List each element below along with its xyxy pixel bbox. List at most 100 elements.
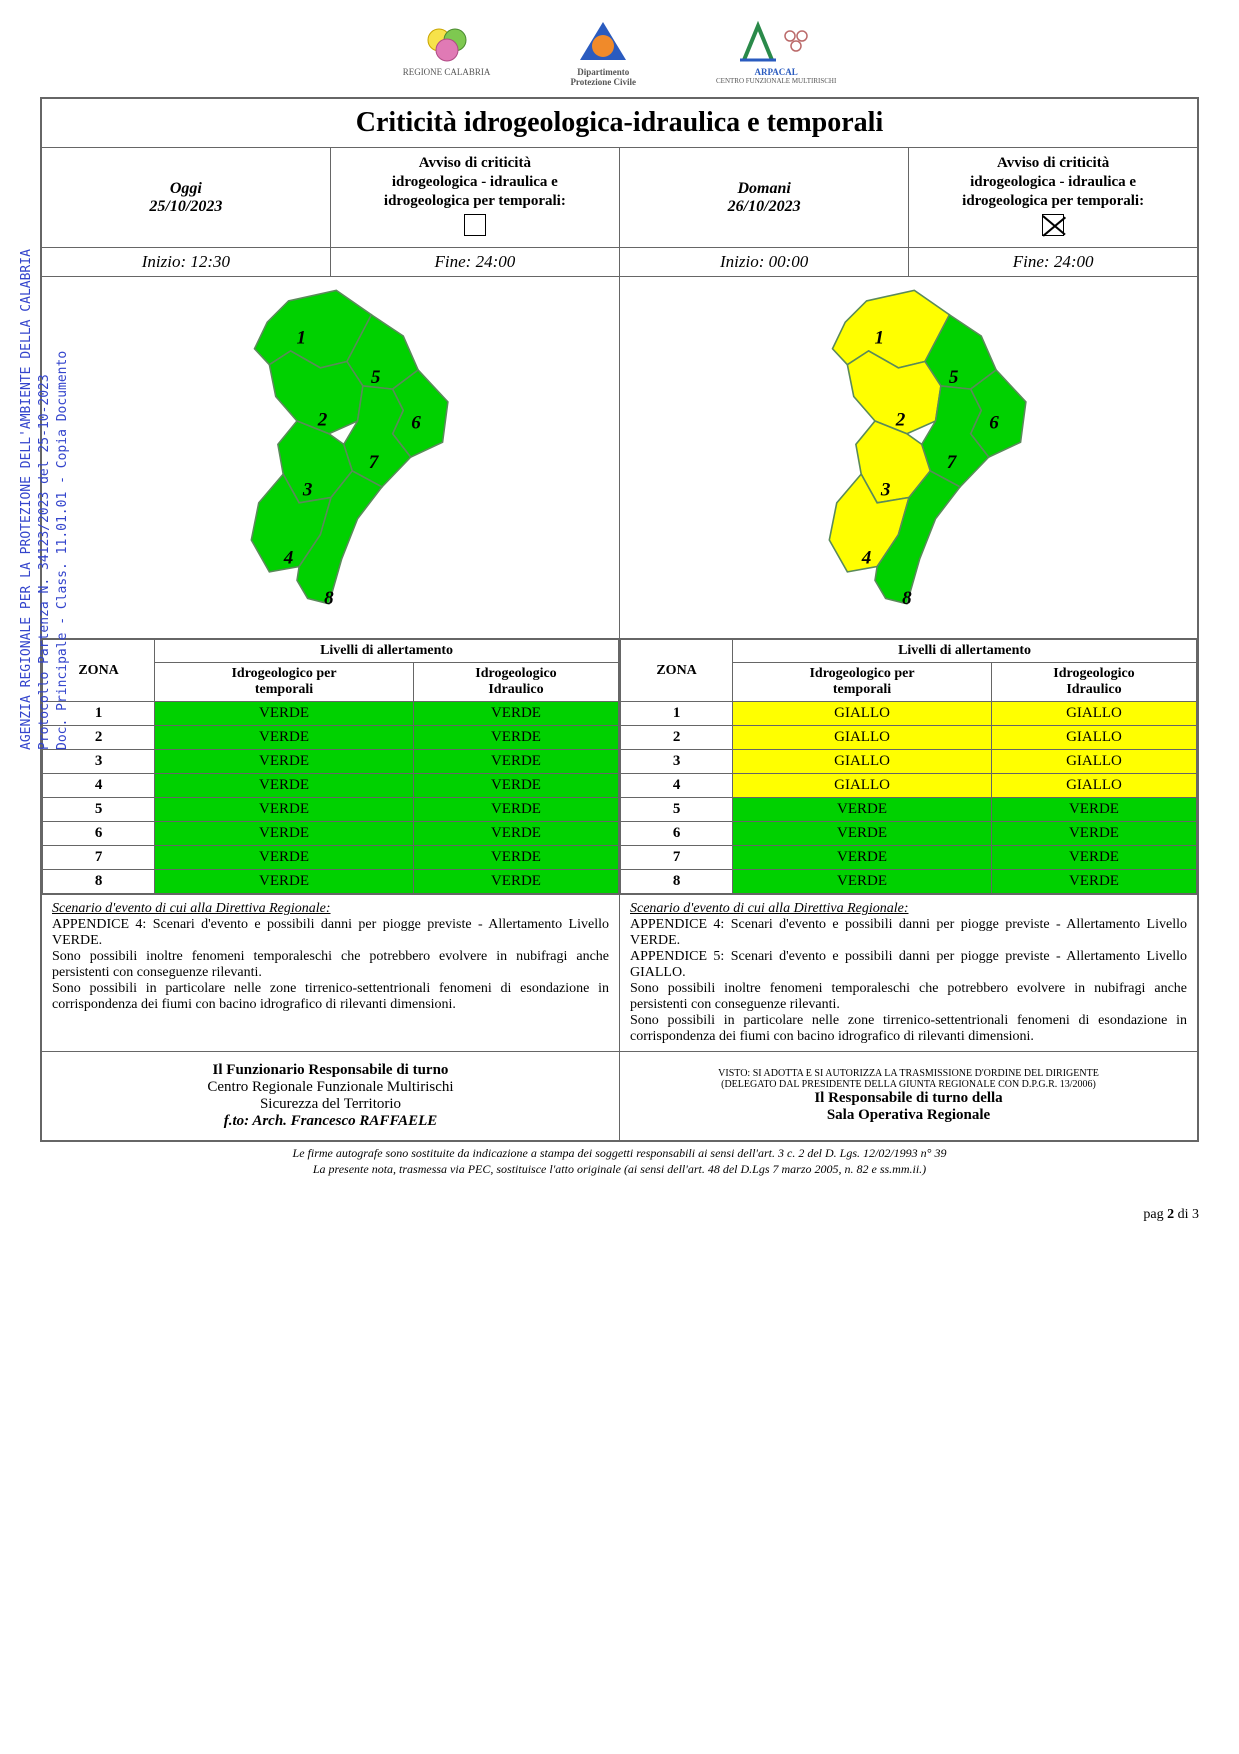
- map-today: 15267348: [146, 285, 516, 625]
- col-idro-temporali: Idrogeologico per temporali: [733, 663, 992, 702]
- table-row: 7VERDEVERDE: [621, 846, 1197, 870]
- zone-cell: 4: [621, 774, 733, 798]
- footnote-l1: Le firme autografe sono sostituite da in…: [40, 1146, 1199, 1162]
- table-row: 5VERDEVERDE: [621, 798, 1197, 822]
- logo-protezione-civile: Dipartimento Protezione Civile: [570, 20, 636, 87]
- table-row: 1GIALLOGIALLO: [621, 702, 1197, 726]
- level-cell: VERDE: [733, 870, 992, 894]
- scenario-tomorrow: Scenario d'evento di cui alla Direttiva …: [620, 895, 1199, 1052]
- signature-right: VISTO: SI ADOTTA E SI AUTORIZZA LA TRASM…: [620, 1052, 1199, 1142]
- map-zone-label-6: 6: [411, 413, 421, 434]
- sign-left-l2: Centro Regionale Funzionale Multirischi: [50, 1079, 611, 1096]
- level-cell: GIALLO: [991, 726, 1196, 750]
- map-zone-label-3: 3: [301, 480, 312, 501]
- tomorrow-label: Domani: [628, 180, 900, 198]
- logo-pc-caption-1: Dipartimento: [570, 67, 636, 77]
- table-row: 3GIALLOGIALLO: [621, 750, 1197, 774]
- map-zone-label-2: 2: [316, 410, 327, 431]
- table-row: 4VERDEVERDE: [43, 774, 619, 798]
- table-row: 8VERDEVERDE: [43, 870, 619, 894]
- page-prefix: pag: [1143, 1207, 1167, 1222]
- level-cell: GIALLO: [733, 774, 992, 798]
- map-zone-label-4: 4: [860, 548, 871, 569]
- zone-cell: 4: [43, 774, 155, 798]
- zone-cell: 8: [43, 870, 155, 894]
- level-cell: VERDE: [155, 750, 414, 774]
- table-row: 7VERDEVERDE: [43, 846, 619, 870]
- today-avviso-title: Avviso di criticità idrogeologica - idra…: [339, 154, 611, 210]
- level-cell: VERDE: [155, 870, 414, 894]
- level-cell: VERDE: [991, 870, 1196, 894]
- today-label: Oggi: [50, 180, 322, 198]
- level-cell: GIALLO: [991, 702, 1196, 726]
- tomorrow-inizio: Inizio: 00:00: [620, 248, 909, 277]
- level-cell: GIALLO: [991, 774, 1196, 798]
- map-zone-label-6: 6: [989, 413, 999, 434]
- map-zone-label-2: 2: [894, 410, 905, 431]
- sign-right-visto: VISTO: SI ADOTTA E SI AUTORIZZA LA TRASM…: [628, 1068, 1189, 1090]
- level-cell: GIALLO: [991, 750, 1196, 774]
- map-zone-label-1: 1: [874, 328, 884, 349]
- alert-table-today: ZONA Livelli di allertamento Idrogeologi…: [42, 639, 619, 894]
- map-zone-label-8: 8: [902, 588, 912, 609]
- level-cell: GIALLO: [733, 726, 992, 750]
- footnote-l2: La presente nota, trasmessa via PEC, sos…: [40, 1162, 1199, 1178]
- scenario-today: Scenario d'evento di cui alla Direttiva …: [41, 895, 620, 1052]
- page-number: pag 2 di 3: [40, 1207, 1199, 1223]
- level-cell: VERDE: [733, 798, 992, 822]
- col-idro-idraulico: Idrogeologico Idraulico: [991, 663, 1196, 702]
- scenario-title: Scenario d'evento di cui alla Direttiva …: [630, 901, 909, 916]
- level-cell: VERDE: [991, 846, 1196, 870]
- level-cell: VERDE: [733, 822, 992, 846]
- level-cell: VERDE: [413, 822, 618, 846]
- signature-left: Il Funzionario Responsabile di turno Cen…: [41, 1052, 620, 1142]
- sign-right-l2: Sala Operativa Regionale: [628, 1107, 1189, 1124]
- protezione-civile-icon: [578, 20, 628, 64]
- level-cell: VERDE: [413, 798, 618, 822]
- col-zone: ZONA: [621, 640, 733, 702]
- logo-regione: REGIONE CALABRIA: [403, 20, 491, 87]
- arpacal-icon: [736, 20, 816, 64]
- scenario-today-text: APPENDICE 4: Scenari d'evento e possibil…: [52, 917, 609, 1012]
- sign-left-l4: f.to: Arch. Francesco RAFFAELE: [50, 1113, 611, 1130]
- level-cell: GIALLO: [733, 702, 992, 726]
- level-cell: VERDE: [733, 846, 992, 870]
- table-row: 6VERDEVERDE: [621, 822, 1197, 846]
- level-cell: VERDE: [413, 846, 618, 870]
- table-row: 5VERDEVERDE: [43, 798, 619, 822]
- col-livelli: Livelli di allertamento: [155, 640, 619, 663]
- tomorrow-date: 26/10/2023: [628, 198, 900, 216]
- protocol-side-text: AGENZIA REGIONALE PER LA PROTEZIONE DELL…: [18, 249, 73, 750]
- alert-table-tomorrow: ZONA Livelli di allertamento Idrogeologi…: [620, 639, 1197, 894]
- zone-cell: 8: [621, 870, 733, 894]
- page-mid: di: [1174, 1207, 1192, 1222]
- today-fine: Fine: 24:00: [330, 248, 619, 277]
- sign-right-l1: Il Responsabile di turno della: [628, 1090, 1189, 1107]
- table-row: 1VERDEVERDE: [43, 702, 619, 726]
- map-zone-label-5: 5: [948, 367, 958, 388]
- sign-left-l3: Sicurezza del Territorio: [50, 1096, 611, 1113]
- logo-arpacal-caption-1: ARPACAL: [716, 67, 836, 77]
- zone-cell: 2: [621, 726, 733, 750]
- zone-cell: 6: [621, 822, 733, 846]
- map-zone-label-3: 3: [879, 480, 890, 501]
- today-date: 25/10/2023: [50, 198, 322, 216]
- level-cell: VERDE: [413, 702, 618, 726]
- map-zone-label-7: 7: [368, 452, 379, 473]
- map-tomorrow: 15267348: [724, 285, 1094, 625]
- col-idro-idraulico: Idrogeologico Idraulico: [413, 663, 618, 702]
- main-table: Criticità idrogeologica-idraulica e temp…: [40, 97, 1199, 1142]
- scenario-tomorrow-text: APPENDICE 4: Scenari d'evento e possibil…: [630, 917, 1187, 1044]
- table-row: 4GIALLOGIALLO: [621, 774, 1197, 798]
- level-cell: VERDE: [155, 798, 414, 822]
- zone-cell: 3: [621, 750, 733, 774]
- table-row: 3VERDEVERDE: [43, 750, 619, 774]
- map-zone-label-8: 8: [324, 588, 334, 609]
- tomorrow-avviso-checkbox: [1042, 214, 1064, 236]
- scenario-title: Scenario d'evento di cui alla Direttiva …: [52, 901, 331, 916]
- col-idro-temporali: Idrogeologico per temporali: [155, 663, 414, 702]
- map-zone-label-4: 4: [282, 548, 293, 569]
- today-avviso-checkbox: [464, 214, 486, 236]
- sign-left-l1: Il Funzionario Responsabile di turno: [50, 1062, 611, 1079]
- table-row: 8VERDEVERDE: [621, 870, 1197, 894]
